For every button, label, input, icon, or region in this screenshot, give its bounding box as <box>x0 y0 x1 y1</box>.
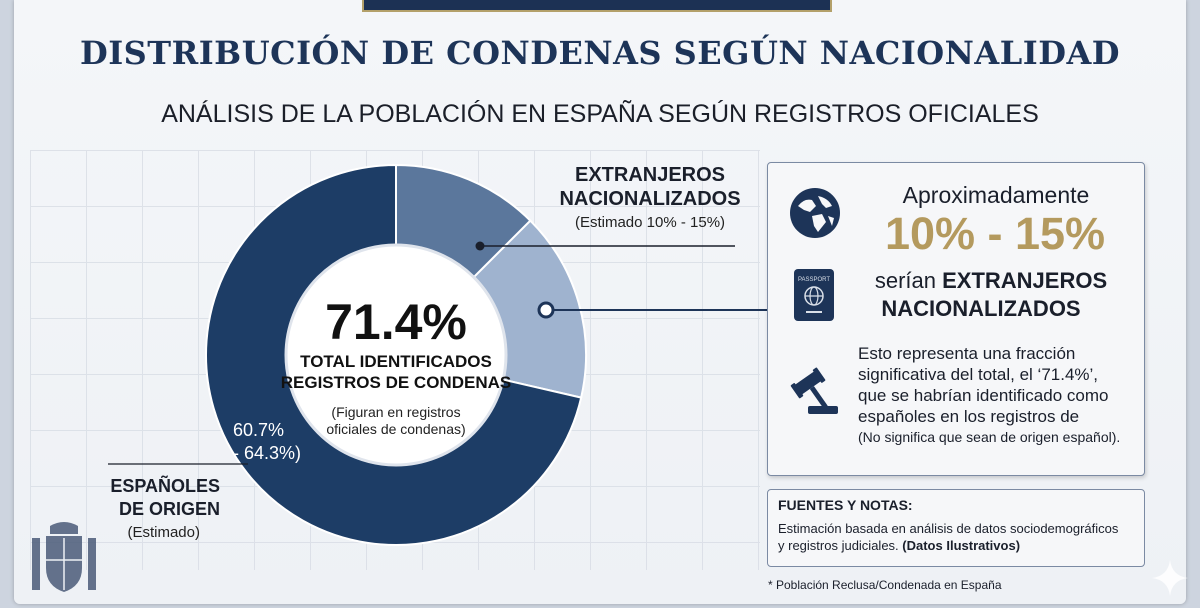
page-subtitle: ANÁLISIS DE LA POBLACIÓN EN ESPAÑA SEGÚN… <box>161 100 1039 128</box>
gavel-icon <box>790 367 838 414</box>
notes-card <box>767 489 1145 567</box>
center-percentage: 71.4% <box>325 294 467 350</box>
footnote: * Población Reclusa/Condenada en España <box>768 578 1002 592</box>
notes-line2-bold: (Datos Ilustrativos) <box>902 538 1021 553</box>
sparkle-icon <box>1152 560 1188 596</box>
info-range: 10% - 15% <box>884 208 1106 259</box>
extranjeros-leader-dot <box>475 241 485 251</box>
info-approx-text: Aproximadamente <box>902 182 1090 208</box>
desc-line2: significativa del total, el ‘71.4%’, <box>858 365 1099 384</box>
desc-line3: que se habrían identificado como <box>858 386 1109 405</box>
center-note-line2: oficiales de condenas) <box>326 421 466 437</box>
info-description: Esto representa una fracción significati… <box>858 343 1138 448</box>
donut-slices <box>205 163 587 546</box>
extranjeros-heading-line1: EXTRANJEROS <box>574 164 726 186</box>
center-label-line2: REGISTROS DE CONDENAS <box>280 373 512 392</box>
serian-prefix: serían <box>874 268 943 293</box>
espanoles-heading-line2: DE ORIGEN <box>118 499 220 519</box>
globe-icon <box>790 188 840 238</box>
top-plaque <box>362 0 832 12</box>
coat-of-arms-icon <box>32 522 96 592</box>
extranjeros-estimate: (Estimado 10% - 15%) <box>574 214 726 231</box>
info-serian-line: serían EXTRANJEROS <box>866 268 1116 294</box>
notes-heading: FUENTES Y NOTAS: <box>778 497 913 513</box>
donut-hole <box>284 243 508 467</box>
passport-label: PASSPORT <box>798 277 830 283</box>
espanoles-heading-line1: ESPAÑOLES <box>110 476 220 496</box>
center-label-line1: TOTAL IDENTIFICADOS <box>300 352 492 371</box>
notes-line2: y registros judiciales. (Datos Ilustrati… <box>778 538 1020 553</box>
desc-line5: (No significa que sean de origen español… <box>858 429 1121 445</box>
notes-line2-text: y registros judiciales. <box>778 538 903 553</box>
espanoles-pct-line1: 60.7% <box>233 420 285 440</box>
info-leader-dot <box>537 301 555 319</box>
info-nacionalizados: NACIONALIZADOS <box>881 296 1081 321</box>
extranjeros-heading-line2: NACIONALIZADOS <box>559 188 741 210</box>
desc-line1: Esto representa una fracción <box>858 344 1076 363</box>
center-note-line1: (Figuran en registros <box>331 404 461 420</box>
notes-line1: Estimación basada en análisis de datos s… <box>778 521 1119 536</box>
page-title: DISTRIBUCIÓN DE CONDENAS SEGÚN NACIONALI… <box>79 34 1121 72</box>
espanoles-estimate: (Estimado) <box>127 524 200 541</box>
passport-icon: PASSPORT <box>794 269 834 321</box>
desc-line4: españoles en los registros de <box>858 407 1080 426</box>
espanoles-pct-line2: - 64.3%) <box>233 443 302 463</box>
serian-bold: EXTRANJEROS <box>942 268 1108 293</box>
